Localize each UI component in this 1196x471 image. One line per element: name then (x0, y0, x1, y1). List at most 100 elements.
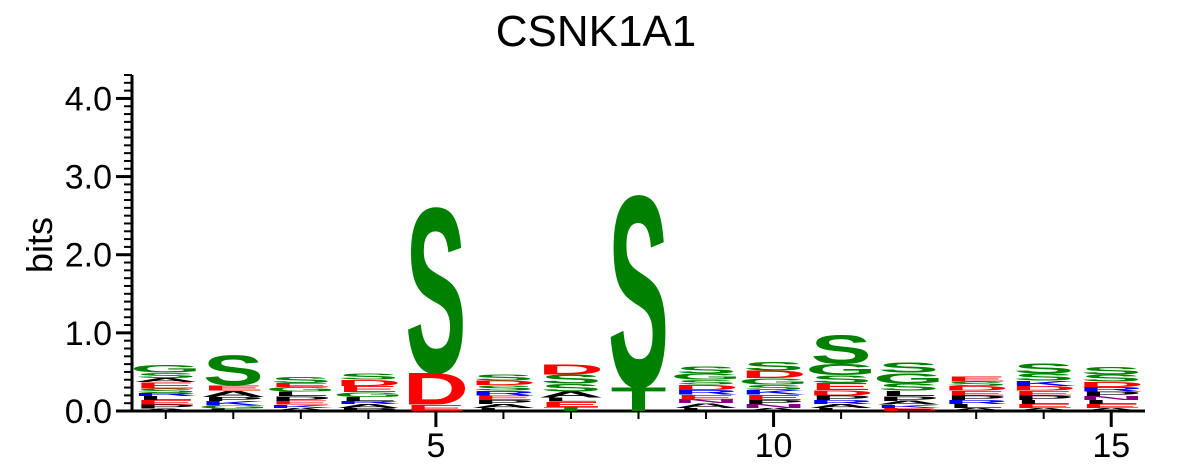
logo-letter-d: D (1078, 380, 1144, 388)
logo-letter-g: G (873, 370, 944, 387)
logo-letter-r: R (335, 400, 401, 405)
logo-letter-p: P (811, 394, 872, 401)
logo-letter-d: D (538, 361, 604, 378)
logo-letter-r: R (943, 399, 1009, 405)
logo-letter-e: E (1081, 403, 1142, 409)
logo-letter-e: E (946, 390, 1007, 397)
logo-letter-e: E (743, 393, 804, 401)
logo-letter-a: A (673, 402, 739, 409)
logo-letter-e: E (811, 381, 872, 392)
logo-letter-e: E (878, 407, 939, 412)
logo-letter-s: S (540, 372, 601, 386)
logo-letter-p: P (473, 399, 534, 405)
logo-letter-s: S (135, 371, 196, 379)
logo-letter-a: A (133, 377, 199, 383)
logo-letter-l: L (340, 396, 396, 402)
logo-letter-k: K (268, 404, 334, 409)
logo-letter-s: S (540, 382, 601, 394)
logo-letter-l: L (1083, 399, 1139, 405)
logo-letter-e: E (405, 403, 466, 413)
logo-letter-e: E (540, 400, 601, 408)
logo-letter-g: G (130, 363, 201, 375)
logo-letter-s: S (338, 372, 399, 382)
logo-letter-e: E (135, 399, 196, 406)
logo-letter-n: N (673, 398, 739, 404)
logo-letter-a: A (200, 389, 266, 399)
logo-letter-l: L (273, 390, 329, 397)
logo-letter-p: P (1013, 394, 1074, 401)
logo-letter-p: P (946, 394, 1007, 401)
x-tick-label: 15 (1092, 427, 1130, 465)
logo-letter-s: S (743, 383, 804, 391)
logo-letter-r: R (808, 399, 874, 405)
logo-letter-k: K (1011, 379, 1077, 387)
logo-letter-s: S (608, 141, 669, 445)
logo-letter-d: D (335, 378, 401, 388)
logo-letter-r: R (470, 390, 536, 397)
logo-letter-e: E (1013, 390, 1074, 397)
logo-letter-d: D (403, 365, 469, 415)
axes: 0.0 1.0 2.0 3.0 4.0 5 10 15 (65, 74, 1145, 465)
logo-letter-l: L (543, 397, 599, 403)
logo-letter-a: A (268, 407, 334, 412)
logo-letter-p: P (270, 395, 331, 402)
logo-letter-a: A (943, 407, 1009, 412)
logo-letter-s: S (1081, 365, 1142, 377)
y-tick-label: 4.0 (65, 80, 112, 118)
logo-letter-l: L (1016, 399, 1072, 405)
logo-letter-s: S (1081, 373, 1142, 384)
y-axis-label: bits (19, 217, 60, 273)
logo-letter-r: R (133, 392, 199, 397)
logo-letter-p: P (878, 395, 939, 402)
logo-letter-d: D (741, 368, 807, 380)
logo-letter-p: P (1081, 390, 1142, 397)
logo-letter-a: A (1078, 407, 1144, 412)
y-tick-label: 0.0 (65, 393, 112, 431)
y-tick-label: 2.0 (65, 237, 112, 275)
logo-letter-r: R (1078, 386, 1144, 393)
logo-letter-e: E (338, 384, 399, 394)
logo-letter-s: S (676, 379, 737, 386)
logo-letter-s: S (811, 326, 872, 371)
logo-letter-l: L (138, 395, 194, 401)
logo-letter-e: E (135, 381, 196, 391)
logo-letter-p: P (135, 404, 196, 410)
logo-letter-p: P (743, 399, 804, 405)
logo-letter-s: S (878, 382, 939, 393)
logo-letter-d: D (943, 385, 1009, 392)
logo-letter-l: L (476, 407, 532, 412)
logo-letter-a: A (876, 400, 942, 406)
logo-letter-l: L (205, 408, 261, 412)
logo-letter-a: A (1011, 407, 1077, 412)
logo-letter-r: R (673, 389, 739, 396)
logo-letter-n: N (1078, 395, 1144, 401)
logo-letter-d: D (1011, 385, 1077, 392)
y-tick-label: 3.0 (65, 159, 112, 197)
logo-letter-s: S (743, 360, 804, 373)
logo-letter-e: E (473, 394, 534, 401)
logo-letter-s: S (473, 373, 534, 383)
logo-letter-s: S (811, 373, 872, 385)
logo-letter-d: D (808, 389, 874, 397)
chart-title: CSNK1A1 (496, 7, 697, 56)
logo-letter-s: S (946, 380, 1007, 387)
logo-letter-l: L (948, 403, 1004, 409)
logo-letter-p: P (203, 396, 264, 402)
logo-letter-t: T (611, 380, 667, 418)
logo-letter-k: K (876, 404, 942, 409)
logo-letter-l: L (881, 389, 937, 397)
y-tick-label: 1.0 (65, 315, 112, 353)
logo-letter-l: L (678, 407, 734, 412)
logo-letter-s: S (135, 387, 196, 394)
logo-letter-a: A (470, 403, 536, 409)
logo-letter-s: S (270, 375, 331, 385)
logo-letter-a: A (133, 408, 199, 412)
x-tick-label: 5 (426, 427, 445, 465)
logo-letter-s: S (405, 158, 466, 422)
logo-letter-s: S (676, 365, 737, 376)
logo-letter-s: S (1013, 360, 1074, 377)
logo-letter-a: A (808, 403, 874, 409)
logo-letter-d: D (470, 379, 536, 386)
